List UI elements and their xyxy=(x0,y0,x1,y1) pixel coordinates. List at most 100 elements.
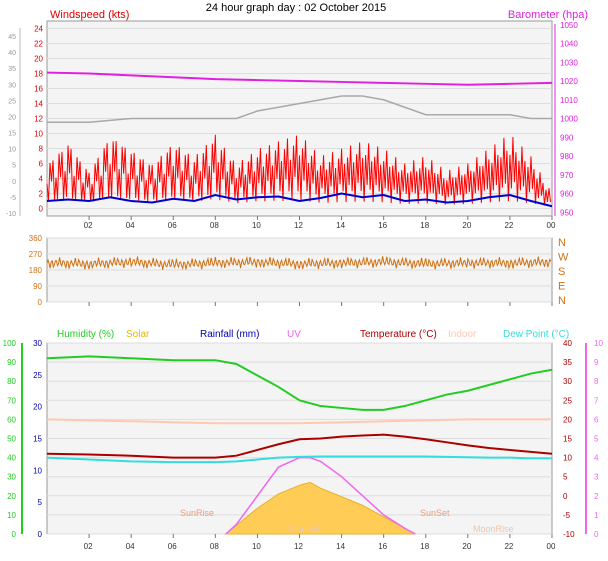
humidity-tick: 70 xyxy=(7,396,16,405)
sunset-label: SunSet xyxy=(420,508,450,518)
moonset-label: MoonSet xyxy=(289,524,326,534)
wind-y-tick: 22 xyxy=(34,40,43,49)
x-tick-label: 00 xyxy=(547,542,556,551)
wind-outer-tick: 10 xyxy=(8,147,16,154)
wind-y-tick: 6 xyxy=(39,160,44,169)
avg-wind-line xyxy=(46,192,553,208)
x-tick-label: 18 xyxy=(420,221,429,230)
temp-right-tick: 35 xyxy=(563,358,572,367)
dir-y-tick: 0 xyxy=(38,298,43,307)
temp-right-tick: 20 xyxy=(563,415,572,424)
x-tick-label: 14 xyxy=(336,221,345,230)
uv-tick: 10 xyxy=(594,339,603,348)
graph-title: 24 hour graph day : 02 October 2015 xyxy=(206,2,386,14)
humidity-tick: 90 xyxy=(7,358,16,367)
temp-right-tick: -10 xyxy=(563,530,575,539)
indoor-line xyxy=(46,418,552,425)
dir-compass-label: N xyxy=(558,295,566,307)
humidity-tick: 100 xyxy=(3,339,17,348)
dir-compass-label: W xyxy=(558,252,569,264)
x-tick-label: 12 xyxy=(294,221,303,230)
legend-item: Indoor xyxy=(448,329,477,340)
uv-tick: 9 xyxy=(594,358,599,367)
temp-right-tick: 40 xyxy=(563,339,572,348)
wind-outer-tick: 15 xyxy=(8,131,16,138)
baro-y-tick: 1040 xyxy=(560,40,578,49)
temp-right-tick: 15 xyxy=(563,435,572,444)
baro-y-tick: 990 xyxy=(560,133,574,142)
humidity-tick: 10 xyxy=(7,511,16,520)
wind-y-tick: 24 xyxy=(34,25,43,34)
baro-y-tick: 1010 xyxy=(560,96,578,105)
x-tick-label: 04 xyxy=(126,221,135,230)
moonrise-label: MoonRise xyxy=(473,524,514,534)
dir-y-tick: 90 xyxy=(33,282,42,291)
uv-tick: 5 xyxy=(594,435,599,444)
x-tick-label: 08 xyxy=(210,221,219,230)
rain-tick: 10 xyxy=(33,466,42,475)
uv-tick: 4 xyxy=(594,454,599,463)
uv-tick: 6 xyxy=(594,415,599,424)
x-tick-label: 18 xyxy=(420,542,429,551)
baro-y-tick: 1020 xyxy=(560,77,578,86)
temp-right-tick: -5 xyxy=(563,511,571,520)
legend-item: Solar xyxy=(126,329,150,340)
x-tick-label: 02 xyxy=(84,221,93,230)
barometer-legend: Barometer (hpa) xyxy=(508,9,588,21)
wind-y-tick: 4 xyxy=(39,175,44,184)
wind-y-tick: 2 xyxy=(39,190,44,199)
baro-y-tick: 1050 xyxy=(560,21,578,30)
x-tick-label: 06 xyxy=(168,542,177,551)
x-tick-label: 22 xyxy=(504,542,513,551)
sunrise-label: SunRise xyxy=(180,508,214,518)
uv-tick: 2 xyxy=(594,492,599,501)
humidity-tick: 80 xyxy=(7,377,16,386)
x-tick-label: 12 xyxy=(294,542,303,551)
humidity-tick: 30 xyxy=(7,473,16,482)
uv-tick: 7 xyxy=(594,396,599,405)
temp-right-tick: 0 xyxy=(563,492,568,501)
x-tick-label: 04 xyxy=(126,542,135,551)
uv-tick: 3 xyxy=(594,473,599,482)
rain-tick: 30 xyxy=(33,339,42,348)
rain-tick: 5 xyxy=(38,498,43,507)
uv-tick: 8 xyxy=(594,377,599,386)
temp-right-tick: 10 xyxy=(563,454,572,463)
x-tick-label: 00 xyxy=(547,221,556,230)
legend-item: UV xyxy=(287,329,301,340)
dir-y-tick: 270 xyxy=(29,250,43,259)
baro-y-tick: 950 xyxy=(560,208,574,217)
humidity-tick: 50 xyxy=(7,435,16,444)
rain-tick: 25 xyxy=(33,371,42,380)
legend-item: Temperature (°C) xyxy=(360,329,437,340)
temperature-line xyxy=(46,433,553,459)
wind-outer-tick: 30 xyxy=(8,82,16,89)
dir-compass-label: S xyxy=(558,266,565,278)
wind-y-tick: 8 xyxy=(39,145,44,154)
baro-y-tick: 1000 xyxy=(560,115,578,124)
dewpoint-line xyxy=(46,455,552,464)
uv-tick: 0 xyxy=(594,530,599,539)
x-tick-label: 20 xyxy=(462,542,471,551)
wind-y-tick: 14 xyxy=(34,100,43,109)
uv-tick: 1 xyxy=(594,511,599,520)
x-tick-label: 02 xyxy=(84,542,93,551)
dir-y-tick: 360 xyxy=(29,234,43,243)
baro-y-tick: 970 xyxy=(560,171,574,180)
x-tick-label: 16 xyxy=(378,221,387,230)
temp-right-tick: 30 xyxy=(563,377,572,386)
wind-y-tick: 16 xyxy=(34,85,43,94)
dir-compass-label: N xyxy=(558,237,566,249)
x-tick-label: 14 xyxy=(336,542,345,551)
x-tick-label: 06 xyxy=(168,221,177,230)
wind-legend: Windspeed (kts) xyxy=(50,9,129,21)
rain-tick: 0 xyxy=(38,530,43,539)
wind-y-tick: 10 xyxy=(34,130,43,139)
humidity-tick: 0 xyxy=(12,530,17,539)
x-tick-label: 20 xyxy=(462,221,471,230)
legend-item: Rainfall (mm) xyxy=(200,329,259,340)
temp-right-tick: 25 xyxy=(563,396,572,405)
x-tick-label: 10 xyxy=(252,221,261,230)
x-tick-label: 10 xyxy=(252,542,261,551)
